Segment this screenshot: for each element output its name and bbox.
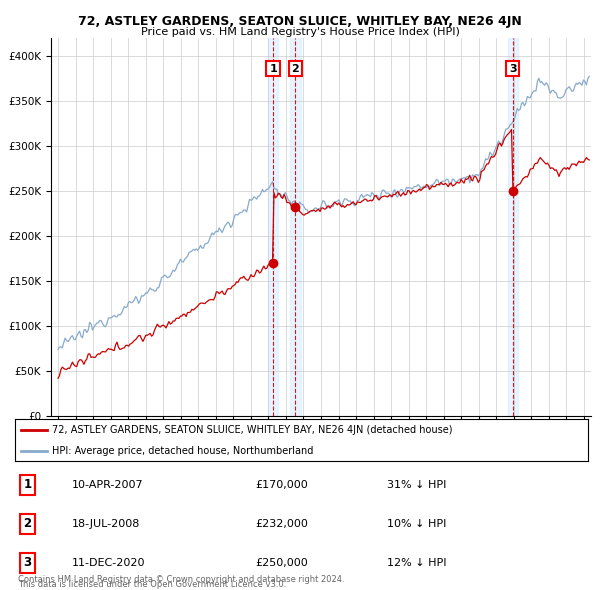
Text: 1: 1 bbox=[269, 64, 277, 74]
Text: £232,000: £232,000 bbox=[256, 519, 308, 529]
Text: Price paid vs. HM Land Registry's House Price Index (HPI): Price paid vs. HM Land Registry's House … bbox=[140, 27, 460, 37]
Text: 72, ASTLEY GARDENS, SEATON SLUICE, WHITLEY BAY, NE26 4JN (detached house): 72, ASTLEY GARDENS, SEATON SLUICE, WHITL… bbox=[52, 425, 453, 435]
Text: 2: 2 bbox=[23, 517, 32, 530]
Text: Contains HM Land Registry data © Crown copyright and database right 2024.: Contains HM Land Registry data © Crown c… bbox=[18, 575, 344, 584]
Text: 11-DEC-2020: 11-DEC-2020 bbox=[73, 558, 146, 568]
Text: 3: 3 bbox=[509, 64, 517, 74]
Text: 10% ↓ HPI: 10% ↓ HPI bbox=[388, 519, 447, 529]
Text: 31% ↓ HPI: 31% ↓ HPI bbox=[388, 480, 447, 490]
Text: 18-JUL-2008: 18-JUL-2008 bbox=[73, 519, 140, 529]
Bar bbox=[290, 38, 301, 416]
Text: HPI: Average price, detached house, Northumberland: HPI: Average price, detached house, Nort… bbox=[52, 446, 314, 455]
Text: 1: 1 bbox=[23, 478, 32, 491]
Bar bbox=[268, 38, 278, 416]
Text: 72, ASTLEY GARDENS, SEATON SLUICE, WHITLEY BAY, NE26 4JN: 72, ASTLEY GARDENS, SEATON SLUICE, WHITL… bbox=[78, 15, 522, 28]
Text: 10-APR-2007: 10-APR-2007 bbox=[73, 480, 144, 490]
Text: £170,000: £170,000 bbox=[256, 480, 308, 490]
Text: 2: 2 bbox=[292, 64, 299, 74]
Bar bbox=[508, 38, 518, 416]
Text: 12% ↓ HPI: 12% ↓ HPI bbox=[388, 558, 447, 568]
Text: 3: 3 bbox=[23, 556, 32, 569]
Text: £250,000: £250,000 bbox=[256, 558, 308, 568]
Text: This data is licensed under the Open Government Licence v3.0.: This data is licensed under the Open Gov… bbox=[18, 581, 286, 589]
